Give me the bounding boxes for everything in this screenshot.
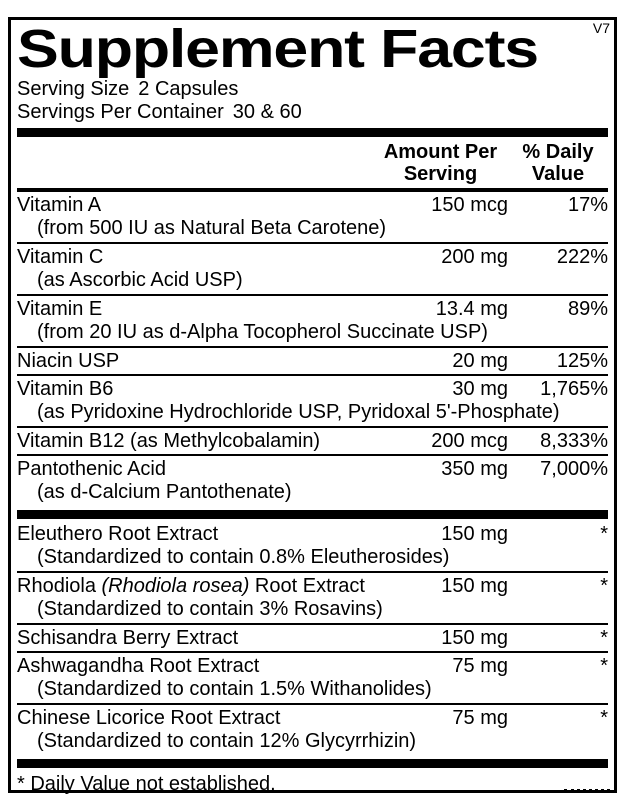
nutrient-dv: 7,000% bbox=[540, 458, 608, 480]
nutrient-row-chinese-licorice: Chinese Licorice Root Extract 75 mg * (S… bbox=[17, 703, 608, 755]
nutrient-amount: 150 mcg bbox=[431, 194, 508, 216]
nutrient-detail: (Standardized to contain 3% Rosavins) bbox=[37, 598, 383, 620]
servings-per-container-line: Servings Per Container 30 & 60 bbox=[17, 101, 608, 124]
serving-size-label: Serving Size bbox=[17, 78, 130, 100]
thick-divider-bottom bbox=[17, 759, 608, 768]
serving-size-value: 2 Capsules bbox=[138, 78, 239, 100]
nutrient-row-vitamin-e: Vitamin E 13.4 mg 89% (from 20 IU as d-A… bbox=[17, 294, 608, 346]
servings-per-container-label: Servings Per Container bbox=[17, 101, 224, 123]
nutrient-name: Vitamin C bbox=[17, 246, 104, 268]
nutrient-detail: (Standardized to contain 12% Glycyrrhizi… bbox=[37, 730, 417, 752]
column-header-row: Amount Per Serving % Daily Value bbox=[17, 139, 608, 192]
nutrient-amount: 75 mg bbox=[452, 655, 508, 677]
thick-divider-top bbox=[17, 128, 608, 137]
nutrient-detail: (as d-Calcium Pantothenate) bbox=[37, 481, 292, 503]
nutrient-amount: 200 mg bbox=[441, 246, 508, 268]
serving-size-line: Serving Size 2 Capsules bbox=[17, 78, 608, 101]
nutrient-name: Niacin USP bbox=[17, 350, 120, 372]
nutrient-name: Chinese Licorice Root Extract bbox=[17, 707, 281, 729]
nutrient-amount: 13.4 mg bbox=[435, 298, 508, 320]
nutrient-row-vitamin-b12: Vitamin B12 (as Methylcobalamin) 200 mcg… bbox=[17, 426, 608, 454]
nutrient-amount: 200 mcg bbox=[431, 430, 508, 452]
nutrient-amount: 150 mg bbox=[441, 523, 508, 545]
nutrient-row-schisandra: Schisandra Berry Extract 150 mg * bbox=[17, 623, 608, 651]
nutrient-row-eleuthero: Eleuthero Root Extract 150 mg * (Standar… bbox=[17, 521, 608, 571]
percent-daily-value-header: % Daily Value bbox=[522, 141, 594, 185]
vitamin-rows: Vitamin A 150 mcg 17% (from 500 IU as Na… bbox=[17, 192, 608, 506]
nutrient-detail: (as Ascorbic Acid USP) bbox=[37, 269, 243, 291]
nutrient-amount: 75 mg bbox=[452, 707, 508, 729]
nutrient-name: Vitamin A bbox=[17, 194, 102, 216]
nutrient-amount: 150 mg bbox=[441, 627, 508, 649]
nutrient-name: Pantothenic Acid bbox=[17, 458, 166, 480]
nutrient-name: Vitamin B6 bbox=[17, 378, 114, 400]
nutrient-row-vitamin-a: Vitamin A 150 mcg 17% (from 500 IU as Na… bbox=[17, 192, 608, 242]
panel-title: Supplement Facts bbox=[17, 19, 539, 79]
nutrient-row-pantothenic-acid: Pantothenic Acid 350 mg 7,000% (as d-Cal… bbox=[17, 454, 608, 506]
version-tag: V7 bbox=[592, 20, 610, 36]
supplement-facts-panel: V7 Supplement Facts Serving Size 2 Capsul… bbox=[8, 17, 617, 795]
nutrient-name: Eleuthero Root Extract bbox=[17, 523, 219, 545]
nutrient-dv: * bbox=[600, 707, 608, 729]
nutrient-dv: 125% bbox=[556, 350, 608, 372]
nutrient-row-vitamin-c: Vitamin C 200 mg 222% (as Ascorbic Acid … bbox=[17, 242, 608, 294]
nutrient-row-rhodiola: Rhodiola (Rhodiola rosea) Root Extract 1… bbox=[17, 571, 608, 623]
nutrient-amount: 150 mg bbox=[441, 575, 508, 597]
nutrient-name: Vitamin B12 (as Methylcobalamin) bbox=[17, 430, 321, 452]
amount-per-serving-header: Amount Per Serving bbox=[383, 141, 498, 185]
nutrient-row-vitamin-b6: Vitamin B6 30 mg 1,765% (as Pyridoxine H… bbox=[17, 374, 608, 426]
latin-name: (Rhodiola rosea) bbox=[101, 575, 250, 597]
nutrient-dv: * bbox=[600, 627, 608, 649]
nutrient-dv: 8,333% bbox=[540, 430, 608, 452]
nutrient-detail: (from 500 IU as Natural Beta Carotene) bbox=[37, 217, 387, 239]
nutrient-name: Vitamin E bbox=[17, 298, 103, 320]
nutrient-row-niacin: Niacin USP 20 mg 125% bbox=[17, 346, 608, 374]
nutrient-dv: 1,765% bbox=[540, 378, 608, 400]
nutrient-dv: * bbox=[600, 655, 608, 677]
nutrient-dv: 17% bbox=[567, 194, 608, 216]
nutrient-amount: 20 mg bbox=[452, 350, 508, 372]
nutrient-name: Ashwagandha Root Extract bbox=[17, 655, 260, 677]
nutrient-dv: 89% bbox=[567, 298, 608, 320]
botanical-rows: Eleuthero Root Extract 150 mg * (Standar… bbox=[17, 521, 608, 755]
nutrient-dv: 222% bbox=[556, 246, 608, 268]
nutrient-name: Rhodiola (Rhodiola rosea) Root Extract bbox=[17, 575, 365, 597]
nutrient-dv: * bbox=[600, 575, 608, 597]
scan-dotted-artifact bbox=[564, 789, 610, 792]
thick-divider-middle bbox=[17, 510, 608, 519]
nutrient-detail: (from 20 IU as d-Alpha Tocopherol Succin… bbox=[37, 321, 488, 343]
nutrient-detail: (Standardized to contain 0.8% Eleutheros… bbox=[37, 546, 450, 568]
nutrient-dv: * bbox=[600, 523, 608, 545]
daily-value-footnote: * Daily Value not established. bbox=[17, 773, 276, 795]
nutrient-amount: 350 mg bbox=[441, 458, 508, 480]
nutrient-detail: (Standardized to contain 1.5% Withanolid… bbox=[37, 678, 432, 700]
nutrient-amount: 30 mg bbox=[452, 378, 508, 400]
nutrient-name: Schisandra Berry Extract bbox=[17, 627, 239, 649]
nutrient-detail: (as Pyridoxine Hydrochloride USP, Pyrido… bbox=[37, 401, 560, 423]
nutrient-row-ashwagandha: Ashwagandha Root Extract 75 mg * (Standa… bbox=[17, 651, 608, 703]
servings-per-container-value: 30 & 60 bbox=[232, 101, 302, 123]
